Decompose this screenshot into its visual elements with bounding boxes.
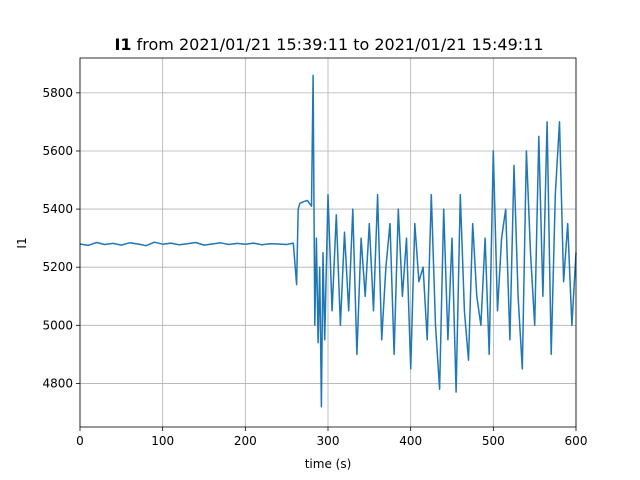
x-tick-label: 400 [399,434,422,448]
plot-area [79,74,577,408]
y-tick-label: 5400 [42,202,73,216]
y-axis-ticks: 4800 5000 5200 5400 5600 5800 [42,86,80,390]
chart-title: I1 from 2021/01/21 15:39:11 to 2021/01/2… [114,35,543,54]
chart-title-rest: from 2021/01/21 15:39:11 to 2021/01/21 1… [132,35,544,54]
x-tick-label: 500 [482,434,505,448]
x-axis-label: time (s) [305,457,352,471]
y-tick-label: 5600 [42,144,73,158]
y-axis-label: I1 [15,237,29,248]
x-tick-label: 100 [151,434,174,448]
y-tick-label: 5800 [42,86,73,100]
y-tick-label: 4800 [42,376,73,390]
x-tick-label: 200 [234,434,257,448]
x-tick-label: 0 [76,434,84,448]
x-tick-label: 300 [317,434,340,448]
x-tick-label: 600 [565,434,588,448]
y-tick-label: 5000 [42,318,73,332]
chart-title-bold: I1 [114,35,131,54]
y-tick-label: 5200 [42,260,73,274]
grid-lines [79,58,577,427]
x-axis-ticks: 0 100 200 300 400 500 600 [76,427,587,448]
series-line [79,74,577,408]
